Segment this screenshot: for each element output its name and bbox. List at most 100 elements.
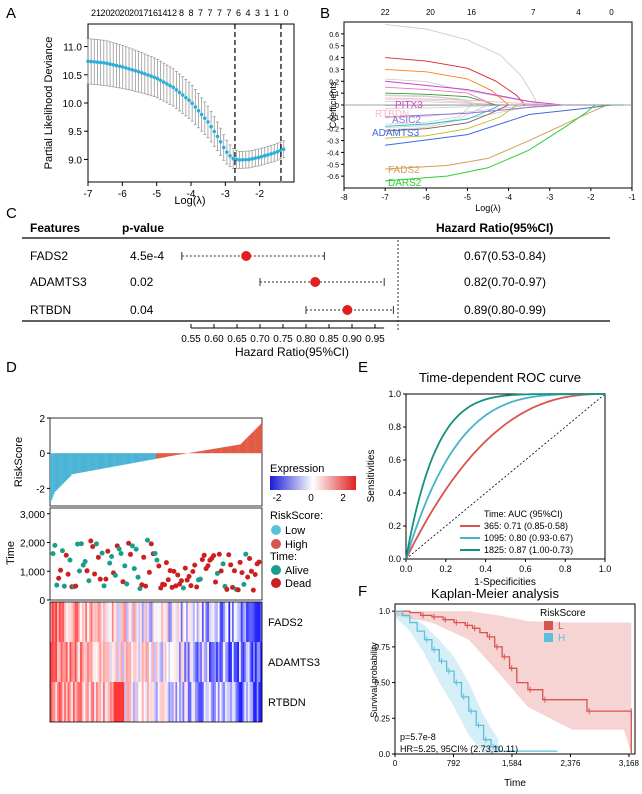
heatmap-cell <box>125 602 129 642</box>
b-series-label: RTBDN <box>375 109 409 120</box>
riskscore-bar <box>259 424 262 454</box>
heatmap-cell <box>81 682 84 722</box>
heatmap-cell <box>110 642 113 682</box>
heatmap-cell <box>242 682 245 722</box>
time-point <box>199 557 205 563</box>
heatmap-cell <box>168 682 171 722</box>
heatmap-cell <box>143 602 146 642</box>
time-point <box>235 587 241 593</box>
heatmap-cell <box>161 642 164 682</box>
a-top-label: 7 <box>207 8 212 18</box>
heatmap-cell <box>189 682 192 722</box>
c-xtick-label: 0.55 <box>181 334 201 345</box>
a-point <box>105 61 109 66</box>
panel-e-title: Time-dependent ROC curve <box>419 370 581 385</box>
riskscore-bar <box>50 453 52 503</box>
heatmap-cell <box>194 602 197 642</box>
time-plot-frame <box>49 507 263 601</box>
riskscore-bar <box>72 453 74 475</box>
heatmap-cell <box>120 602 123 642</box>
heatmap-cell <box>187 602 190 642</box>
heatmap-cell <box>78 642 81 682</box>
heatmap-cell <box>125 642 129 682</box>
time-point <box>67 557 73 563</box>
riskscore-bar <box>80 453 82 473</box>
riskscore-bar <box>91 453 93 471</box>
panel-b-marks: -8 -7 -6 -5 -4 -3 -2 -1 -0.6 -0.5 -0.4 -0.3 -0.2 -0.1… <box>327 8 636 202</box>
heatmap-cell <box>217 602 220 642</box>
riskscore-bar <box>118 453 121 466</box>
riskscore-bar <box>237 444 239 454</box>
heatmap-cell <box>184 682 187 722</box>
roc-legend-1095: 1095: 0.80 (0.93-0.67) <box>484 533 573 543</box>
a-top-label: 1 <box>274 8 279 18</box>
riskscore-bar <box>170 453 173 456</box>
b-coef-path-named <box>385 104 624 170</box>
riskscore-bar <box>71 453 73 475</box>
heatmap-cell <box>141 642 144 682</box>
heatmap-cell <box>152 682 155 722</box>
riskscore-bar <box>128 453 130 464</box>
heatmap-cell <box>239 682 242 722</box>
riskscore-bar <box>132 453 134 464</box>
a-xtick-label: -3 <box>221 189 230 200</box>
heatmap-cell <box>67 642 70 682</box>
riskscore-bar <box>206 449 209 454</box>
heatmap-cell <box>143 682 146 722</box>
riskscore-bar <box>105 453 107 469</box>
heatmap-cell <box>129 642 132 682</box>
riskscore-bar <box>164 453 166 458</box>
time-point <box>56 575 62 581</box>
riskscore-bar <box>134 453 137 463</box>
heatmap-cell <box>97 682 100 722</box>
heatmap-cell <box>205 602 208 642</box>
a-point <box>278 148 283 153</box>
heatmap-cell <box>180 642 183 682</box>
heatmap-cell <box>254 642 257 682</box>
heatmap-cell <box>129 682 132 722</box>
a-point <box>269 152 273 156</box>
time-point <box>141 554 147 560</box>
riskscore-bar <box>96 453 98 470</box>
heatmap-cell <box>182 642 185 682</box>
riskscore-bar <box>209 449 211 454</box>
riskscore-bar <box>183 453 185 454</box>
time-point <box>92 571 98 577</box>
a-top-label: 0 <box>283 8 288 18</box>
heatmap-cell <box>134 642 137 682</box>
time-point <box>73 583 79 589</box>
a-point <box>86 59 90 64</box>
riskscore-bar <box>197 451 199 454</box>
heatmap-cell <box>170 602 173 642</box>
b-ytick-label: -0.5 <box>327 162 339 169</box>
heatmap-cell <box>230 642 233 682</box>
riskscore-bar <box>92 453 94 471</box>
heatmap-cell <box>182 602 185 642</box>
panel-label-e: E <box>358 359 368 376</box>
heatmap-cell <box>231 642 235 682</box>
km-legend-title: RiskScore <box>540 608 586 619</box>
heatmap-cell <box>198 682 201 722</box>
heatmap-cell <box>62 602 65 642</box>
heatmap-cell <box>106 602 109 642</box>
riskscore-bar <box>175 453 177 456</box>
riskscore-bar <box>86 453 88 472</box>
heatmap-cell <box>53 682 56 722</box>
panel-b: -8 -7 -6 -5 -4 -3 -2 -1 -0.6 -0.5 -0.4 -0.3 -0.2 -0.1… <box>327 8 636 213</box>
time-point <box>63 552 69 558</box>
riskscore-bar <box>211 449 213 454</box>
e-xtick-label: 0.0 <box>400 564 413 574</box>
panel-a-xlabel: Log(λ) <box>174 195 205 207</box>
heatmap-cell <box>122 642 125 682</box>
e-ytick-label: 0.8 <box>388 422 401 432</box>
a-top-label: 8 <box>179 8 184 18</box>
riskscore-bar <box>62 453 64 484</box>
heatmap-cell <box>187 642 190 682</box>
heatmap-cell <box>133 642 136 682</box>
riskscore-bar <box>163 453 165 458</box>
riskscore-bar <box>166 453 168 457</box>
heatmap-cell <box>209 682 212 722</box>
a-point <box>244 157 248 162</box>
heatmap-cell <box>216 642 219 682</box>
heatmap-cell <box>88 682 91 722</box>
